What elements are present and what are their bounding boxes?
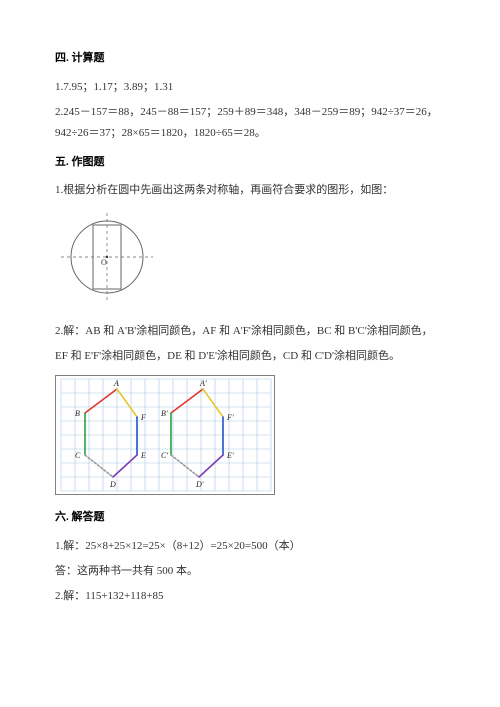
svg-text:C: C [75,451,81,460]
section-6-q2: 2.解：115+132+118+85 [55,586,445,607]
section-4-line2: 2.245－157＝88，245－88＝157；259＋89＝348，348－2… [55,102,445,144]
svg-text:B: B [75,409,80,418]
section-6-title: 六. 解答题 [55,507,445,528]
section-5-q2b: EF 和 E'F'涂相同颜色，DE 和 D'E'涂相同颜色，CD 和 C'D'涂… [55,346,445,367]
svg-text:E: E [140,451,146,460]
figure-grid-shapes: A B F C E D A' B' F' C' E' D' [55,375,445,495]
figure-2-svg: A B F C E D A' B' F' C' E' D' [55,375,275,495]
section-6-q1a: 1.解：25×8+25×12=25×（8+12）=25×20=500（本） [55,536,445,557]
svg-text:C': C' [161,451,168,460]
svg-text:D': D' [195,480,204,489]
svg-text:B': B' [161,409,168,418]
svg-text:F': F' [226,413,234,422]
document-page: 四. 计算题 1.7.95；1.17；3.89；1.31 2.245－157＝8… [0,0,500,641]
section-6-q1b: 答：这两种书一共有 500 本。 [55,561,445,582]
svg-text:O: O [101,258,107,267]
figure-circle-symmetry: O [55,209,445,309]
svg-text:F: F [140,413,146,422]
svg-text:A: A [113,379,119,388]
section-4-title: 四. 计算题 [55,48,445,69]
section-5-q1: 1.根据分析在圆中先画出这两条对称轴，再画符合要求的图形，如图： [55,180,445,201]
svg-text:E': E' [226,451,234,460]
svg-text:A': A' [199,379,207,388]
figure-1-svg: O [55,209,175,309]
section-5-title: 五. 作图题 [55,152,445,173]
svg-text:D: D [109,480,116,489]
section-4-line1: 1.7.95；1.17；3.89；1.31 [55,77,445,98]
section-5-q2a: 2.解：AB 和 A'B'涂相同颜色，AF 和 A'F'涂相同颜色，BC 和 B… [55,321,445,342]
